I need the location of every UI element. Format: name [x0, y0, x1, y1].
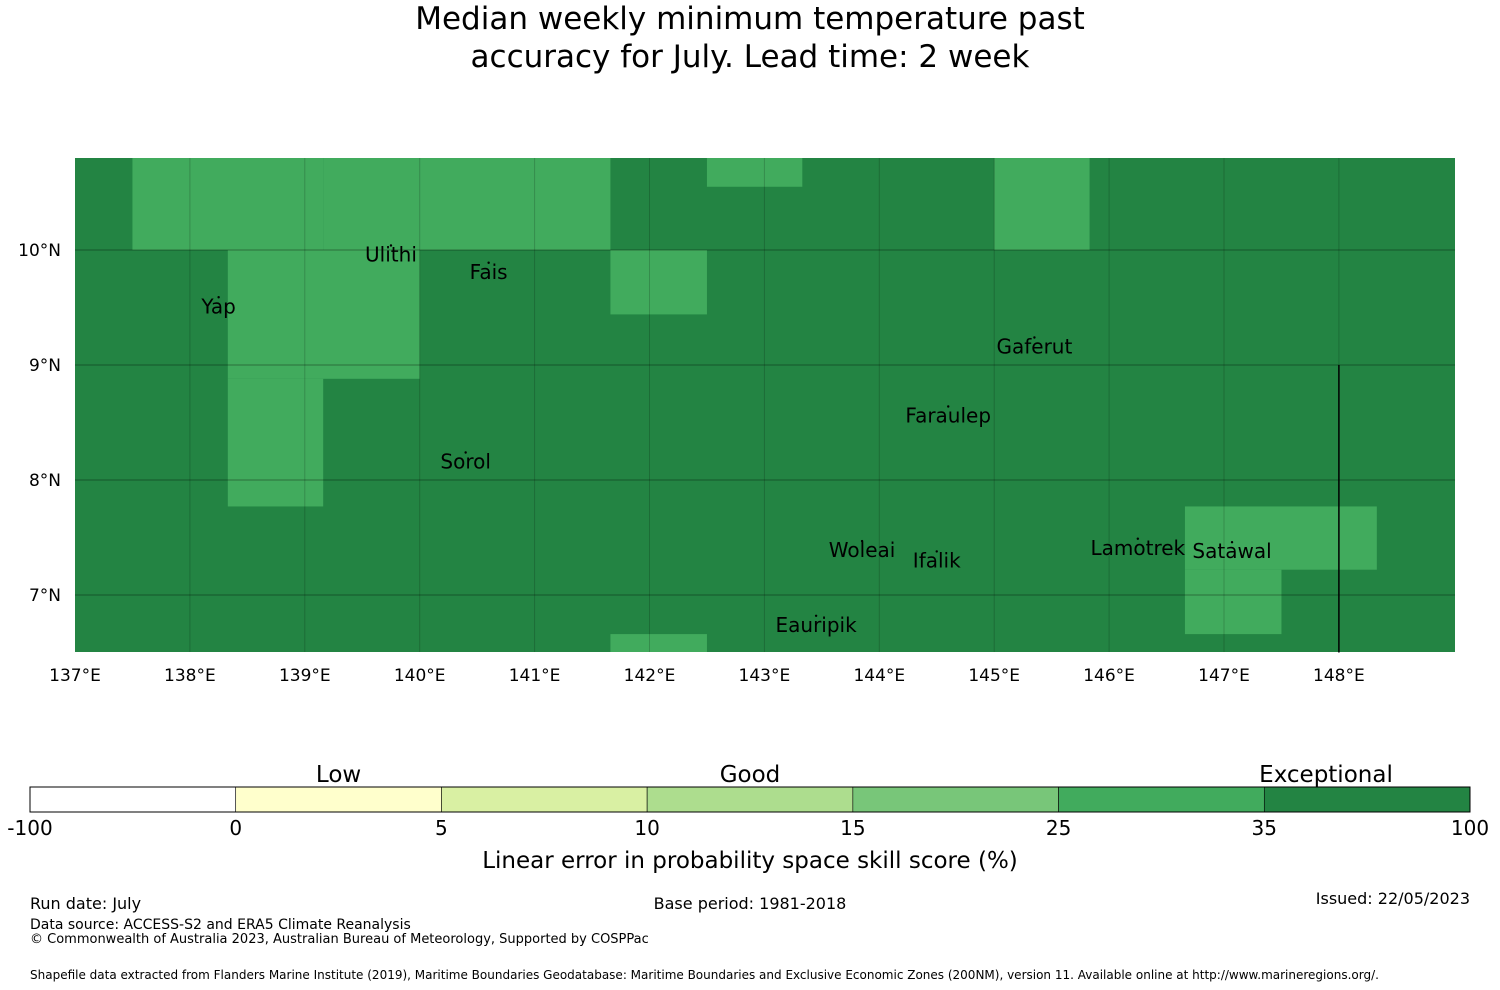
place-label: Eauripik	[776, 613, 858, 637]
lat-tick-label: 9°N	[29, 356, 61, 376]
island-marker	[1230, 541, 1234, 544]
colorbar-tick-label: 5	[435, 816, 448, 840]
lon-tick-label: 146°E	[1083, 666, 1135, 686]
colorbar: -100 0 5 10 15 25 35 100 Low Good Exceptional Linea…	[7, 762, 1489, 874]
data-source: Data source: ACCESS-S2 and ERA5 Climate …	[30, 917, 411, 933]
colorbar-tick-label: 35	[1252, 816, 1277, 840]
colorbar-bin	[29, 786, 237, 813]
lon-tick-label: 145°E	[968, 666, 1020, 686]
lon-tick-label: 138°E	[164, 666, 216, 686]
colorbar-bin	[1263, 786, 1471, 813]
colorbar-bin	[441, 786, 648, 813]
lon-tick-label: 148°E	[1313, 666, 1365, 686]
colorbar-tick-label: -100	[7, 816, 52, 840]
place-label: Woleai	[829, 538, 896, 562]
colorbar-tick-label: 25	[1046, 816, 1071, 840]
skill-cell	[706, 158, 803, 187]
skill-cell	[227, 378, 324, 507]
colorbar-tick-label: 0	[229, 816, 242, 840]
lon-tick-label: 140°E	[394, 666, 446, 686]
place-label: Ifalik	[913, 548, 961, 572]
island-marker	[860, 539, 864, 543]
island-marker	[389, 244, 393, 247]
place-label: Ulithi	[365, 243, 417, 267]
colorbar-axis-label: Linear error in probability space skill …	[482, 848, 1018, 874]
place-label: Sorol	[440, 450, 491, 474]
island-marker	[217, 296, 220, 299]
skill-cell	[610, 634, 707, 652]
place-label: Lamotrek	[1091, 536, 1186, 560]
lon-tick-label: 139°E	[279, 666, 331, 686]
skill-cell	[1184, 506, 1377, 570]
lon-tick-label: 147°E	[1198, 666, 1250, 686]
skill-cell	[323, 158, 611, 250]
copyright: © Commonwealth of Australia 2023, Austra…	[30, 932, 649, 947]
lon-tick-label: 137°E	[49, 666, 101, 686]
island-marker	[487, 261, 490, 264]
lat-tick-label: 10°N	[18, 241, 61, 261]
lon-tick-label: 143°E	[739, 666, 791, 686]
place-label: Yap	[200, 294, 235, 318]
lon-tick-label: 141°E	[509, 666, 561, 686]
place-label: Faraulep	[905, 404, 991, 428]
skill-cell	[1184, 569, 1282, 635]
place-label: Satawal	[1192, 539, 1271, 563]
base-period: Base period: 1981-2018	[653, 894, 847, 913]
issued-date: Issued: 22/05/2023	[1315, 889, 1470, 908]
island-marker	[814, 614, 818, 617]
skill-cell	[994, 158, 1090, 250]
title-line-2: accuracy for July. Lead time: 2 week	[470, 39, 1030, 75]
colorbar-tick-label: 10	[634, 816, 659, 840]
title-line-1: Median weekly minimum temperature past	[415, 1, 1085, 37]
shapefile-credit: Shapefile data extracted from Flanders M…	[30, 968, 1379, 982]
island-marker	[1136, 537, 1140, 540]
island-marker	[935, 550, 938, 553]
colorbar-bin	[235, 786, 442, 813]
place-label: Gaferut	[996, 335, 1072, 359]
place-label: Fais	[470, 260, 508, 284]
colorbar-bin	[646, 786, 854, 813]
island-marker	[947, 405, 950, 408]
island-marker	[1033, 336, 1036, 339]
skill-cell	[227, 250, 420, 379]
colorbar-category-label: Low	[316, 762, 361, 788]
colorbar-bin	[1058, 786, 1265, 813]
colorbar-tick-label: 15	[840, 816, 865, 840]
lon-tick-label: 144°E	[853, 666, 905, 686]
colorbar-bin	[852, 786, 1059, 813]
map-panel: 137°E 138°E 139°E 140°E 141°E 142°E 143°E 144°E…	[18, 158, 1455, 686]
island-marker	[464, 451, 467, 454]
skill-cell	[132, 158, 324, 250]
colorbar-category-label: Exceptional	[1259, 762, 1393, 788]
colorbar-category-label: Good	[720, 762, 781, 788]
lat-tick-label: 7°N	[29, 586, 61, 606]
run-date: Run date: July	[30, 894, 142, 913]
colorbar-tick-label: 100	[1451, 816, 1489, 840]
map-title: Median weekly minimum temperature past a…	[0, 0, 1500, 76]
lat-tick-label: 8°N	[29, 471, 61, 491]
lon-tick-label: 142°E	[624, 666, 676, 686]
skill-cell	[610, 250, 707, 315]
colorbar-frame	[29, 786, 1471, 813]
